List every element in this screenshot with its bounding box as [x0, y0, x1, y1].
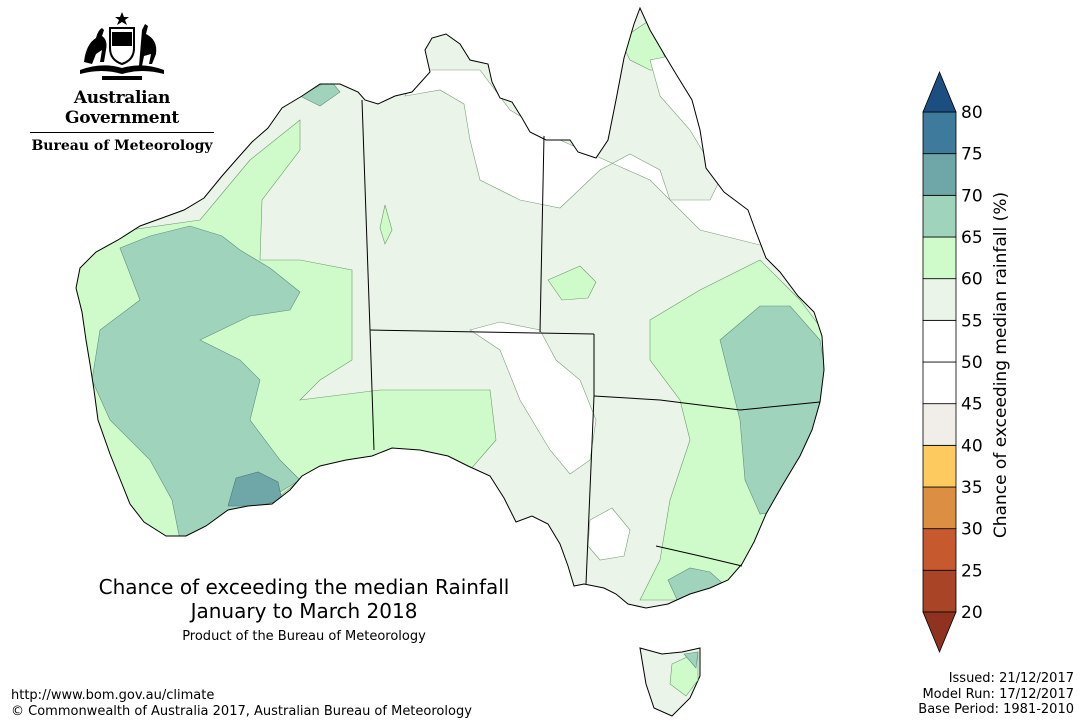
legend-cell-65-70 [922, 194, 957, 238]
map-period: January to March 2018 [190, 599, 418, 623]
model-run-date: Model Run: 17/12/2017 [922, 686, 1074, 702]
legend-tick-label: 25 [961, 561, 983, 581]
map-title-block: Chance of exceeding the median Rainfall … [60, 575, 548, 644]
legend-cell-60-65 [922, 236, 957, 280]
legend-cell-55-60 [922, 278, 957, 321]
legend-tick-label: 70 [961, 186, 983, 206]
legend-label: Chance of exceeding median rainfall (%) [991, 191, 1011, 539]
legend-cell-75-80 [922, 111, 957, 155]
footer-right: Issued: 21/12/2017 Model Run: 17/12/2017… [918, 671, 1074, 718]
border-nsw-vic [655, 545, 743, 567]
footer-left: http://www.bom.gov.au/climate © Commonwe… [11, 688, 472, 719]
map-title: Chance of exceeding the median Rainfall [98, 575, 510, 599]
border-sa-nsw [585, 395, 595, 585]
legend-tick-label: 55 [961, 311, 983, 331]
region-65-70-west [91, 225, 301, 541]
region-65-70-kimberley [299, 79, 341, 107]
logo-divider [30, 132, 214, 133]
legend-tick-label: 45 [961, 395, 983, 415]
legend-cell-70-75 [922, 153, 957, 196]
legend-tick-label: 80 [961, 103, 983, 123]
issued-date: Issued: 21/12/2017 [948, 671, 1074, 686]
region-60-65-spot [379, 204, 393, 245]
tasmania-teal [683, 651, 699, 669]
legend-low-extension [922, 611, 957, 654]
legend-cell-20-25 [922, 569, 957, 613]
climate-url[interactable]: http://www.bom.gov.au/climate [11, 688, 215, 703]
legend-cell-35-40 [922, 444, 957, 488]
legend-cell-30-35 [922, 486, 957, 530]
region-50-55-centre [469, 321, 597, 475]
legend-cell-50-55 [922, 319, 957, 363]
legend-tick-label: 50 [961, 353, 983, 373]
legend-high-extension [922, 70, 957, 113]
legend-tick-label: 20 [961, 603, 983, 623]
border-qld-nsw [593, 395, 821, 411]
legend-cell-45-50 [922, 361, 957, 405]
legend-tick-label: 65 [961, 228, 983, 248]
bom-logo: Australian Government Bureau of Meteorol… [22, 10, 222, 154]
legend-tick-label: 40 [961, 436, 983, 456]
region-60-65-centre [547, 265, 597, 301]
legend-tick-label: 30 [961, 520, 983, 540]
bureau-name: Bureau of Meteorology [31, 138, 213, 154]
copyright-notice: © Commonwealth of Australia 2017, Austra… [11, 703, 472, 719]
legend-tick-label: 60 [961, 270, 983, 290]
border-nt-sa [369, 329, 595, 335]
state-borders [361, 99, 821, 585]
legend-cell-40-45 [922, 403, 957, 446]
border-nt-qld [539, 135, 545, 333]
legend-cell-25-30 [922, 528, 957, 571]
legend-tick-label: 35 [961, 478, 983, 498]
map-subtitle: Product of the Bureau of Meteorology [182, 629, 426, 644]
legend-tick-label: 75 [961, 145, 983, 165]
base-period: Base Period: 1981-2010 [918, 702, 1074, 717]
government-name: Australian Government [65, 88, 179, 128]
coat-of-arms-icon [80, 12, 164, 80]
coastline [75, 6, 825, 609]
